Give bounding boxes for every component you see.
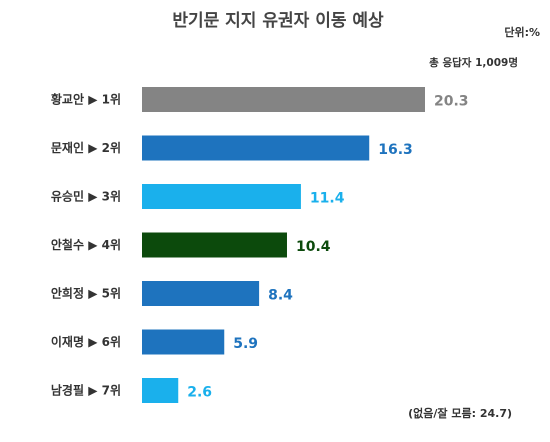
bar	[142, 281, 260, 306]
bar	[142, 135, 370, 161]
bar	[142, 329, 225, 355]
category-label: 문재인 ▶ 2위	[51, 140, 121, 155]
value-label: 16.3	[378, 142, 413, 158]
value-label: 5.9	[233, 336, 258, 352]
category-label: 남경필 ▶ 7위	[51, 383, 121, 398]
value-label: 8.4	[268, 288, 293, 304]
bars-group: 황교안 ▶ 1위 20.3 문재인 ▶ 2위 16.3 유승민 ▶ 3위 11.4 안철수 …	[51, 87, 469, 403]
category-label: 이재명 ▶ 6위	[51, 334, 121, 349]
category-label: 안희정 ▶ 5위	[51, 286, 121, 301]
respondents-label: 총 응답자 1,009명	[429, 56, 518, 69]
category-label: 유승민 ▶ 3위	[51, 189, 121, 204]
chart-title: 반기문 지지 유권자 이동 예상	[172, 11, 384, 31]
category-label: 안철수 ▶ 4위	[51, 237, 121, 252]
footnote: (없음/잘 모름: 24.7)	[408, 407, 512, 420]
value-label: 10.4	[296, 239, 331, 255]
bar	[142, 378, 179, 403]
bar	[142, 232, 287, 258]
value-label: 20.3	[434, 94, 469, 110]
value-label: 2.6	[187, 385, 212, 401]
bar	[142, 184, 301, 209]
category-label: 황교안 ▶ 1위	[51, 92, 121, 107]
bar	[142, 87, 425, 112]
value-label: 11.4	[310, 191, 345, 207]
unit-label: 단위:%	[504, 25, 540, 39]
